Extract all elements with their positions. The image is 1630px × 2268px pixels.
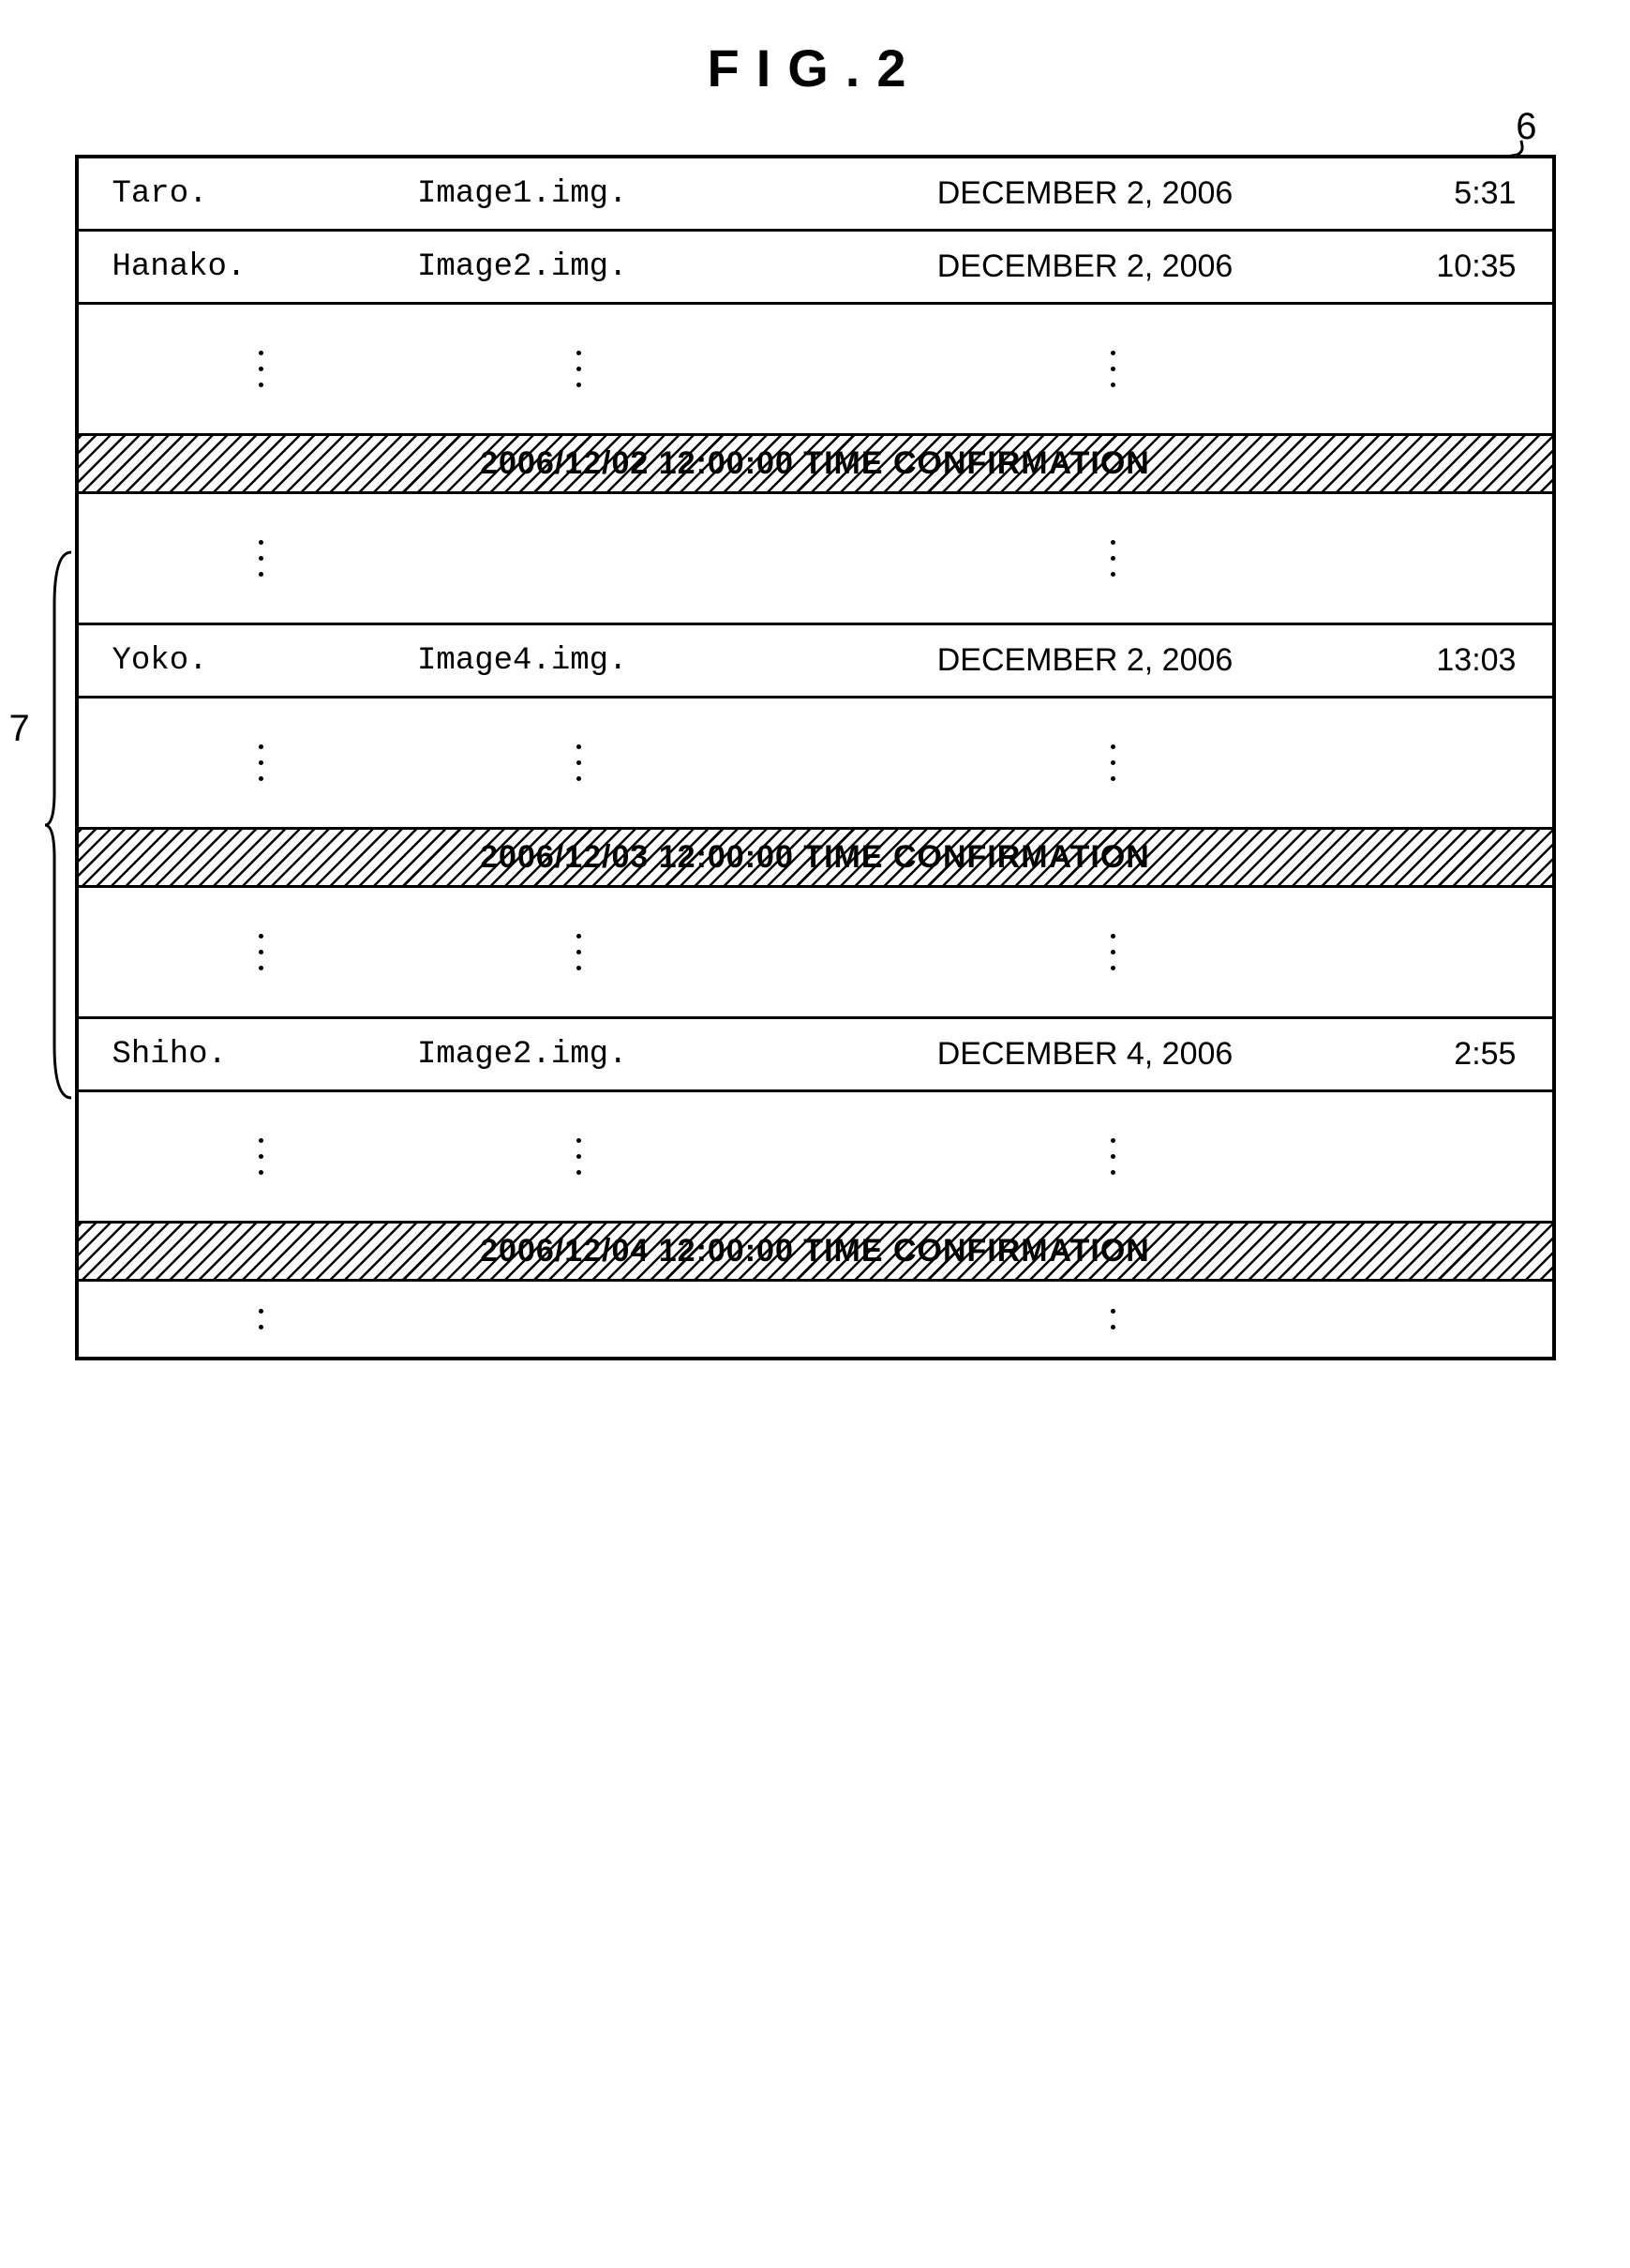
reference-label-7: 7 [9,708,30,750]
time-confirmation-text: 2006/12/03 12:00:00 TIME CONFIRMATION [472,837,1158,878]
cell-date: DECEMBER 4, 2006 [815,1036,1354,1073]
figure-canvas: 6 7 Taro. Image1.img. DECEMBER 2, 2006 5… [75,155,1556,1360]
log-table: Taro. Image1.img. DECEMBER 2, 2006 5:31 … [75,155,1556,1360]
table-row: Yoko. Image4.img. DECEMBER 2, 2006 13:03 [79,625,1552,698]
ellipsis-row [79,1092,1552,1224]
ellipsis-row [79,494,1552,625]
ellipsis-row [79,888,1552,1019]
figure-title: FIG.2 [707,38,922,98]
cell-date: DECEMBER 2, 2006 [815,642,1354,679]
cell-date: DECEMBER 2, 2006 [815,248,1354,285]
cell-time: 10:35 [1355,248,1526,285]
time-confirmation-text: 2006/12/02 12:00:00 TIME CONFIRMATION [472,443,1158,484]
table-row: Shiho. Image2.img. DECEMBER 4, 2006 2:55 [79,1019,1552,1092]
ellipsis-row [79,1282,1552,1357]
cell-time: 5:31 [1355,175,1526,212]
cell-name: Taro. [105,176,418,212]
ellipsis-row [79,698,1552,830]
time-confirmation-row: 2006/12/02 12:00:00 TIME CONFIRMATION [79,436,1552,494]
cell-time: 2:55 [1355,1036,1526,1073]
time-confirmation-row: 2006/12/03 12:00:00 TIME CONFIRMATION [79,830,1552,888]
cell-image: Image1.img. [417,176,815,212]
cell-image: Image4.img. [417,643,815,679]
reference-7-brace [43,548,75,1102]
time-confirmation-text: 2006/12/04 12:00:00 TIME CONFIRMATION [472,1231,1158,1271]
ellipsis-row [79,305,1552,436]
cell-name: Hanako. [105,249,418,285]
cell-date: DECEMBER 2, 2006 [815,175,1354,212]
cell-image: Image2.img. [417,1037,815,1073]
table-row: Taro. Image1.img. DECEMBER 2, 2006 5:31 [79,158,1552,232]
time-confirmation-row: 2006/12/04 12:00:00 TIME CONFIRMATION [79,1224,1552,1282]
cell-name: Yoko. [105,643,418,679]
cell-image: Image2.img. [417,249,815,285]
cell-name: Shiho. [105,1037,418,1073]
table-row: Hanako. Image2.img. DECEMBER 2, 2006 10:… [79,232,1552,305]
cell-time: 13:03 [1355,642,1526,679]
